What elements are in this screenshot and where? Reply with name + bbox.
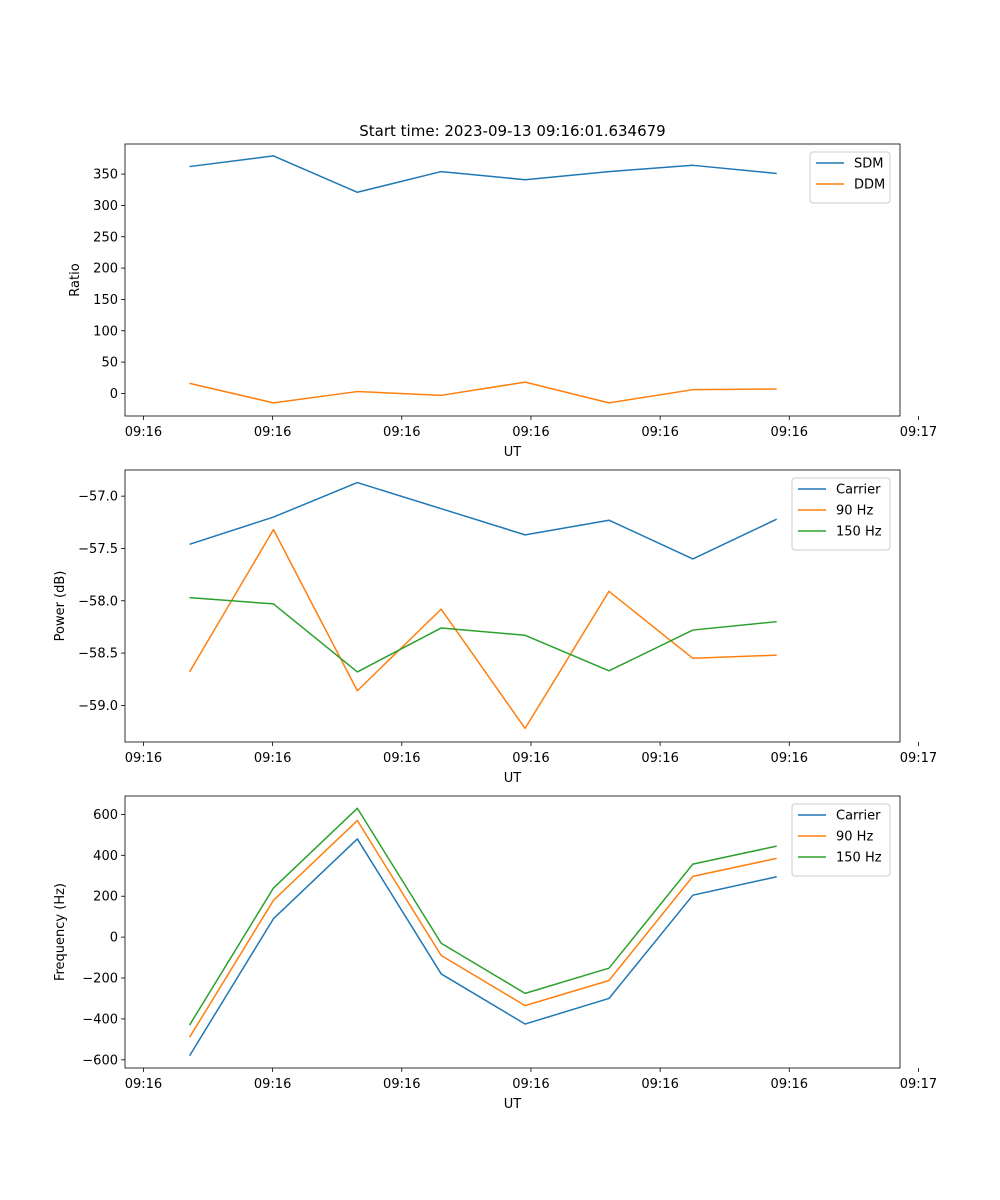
series-line-carrier (189, 481, 778, 560)
x-axis-label: UT (504, 771, 522, 786)
legend-box (791, 477, 891, 551)
x-tick-label: 09:16 (383, 425, 420, 440)
x-axis-label: UT (504, 1097, 522, 1112)
legend: SDM DDM (809, 151, 891, 204)
legend-box (809, 151, 891, 204)
series-line-90-hz (188, 528, 777, 730)
plot-frame (124, 143, 901, 417)
x-axis-label: UT (504, 445, 522, 460)
legend-box (791, 803, 891, 877)
x-tick-label: 09:16 (771, 1077, 808, 1092)
chart-panel-2: 09:16 09:16 09:16 09:16 09:16 09:16 09:17 −59.0… (53, 469, 937, 786)
y-tick-label: 0 (110, 931, 118, 946)
x-tick-label: 09:16 (383, 1077, 420, 1092)
x-tick-label: 09:17 (900, 1077, 937, 1092)
chart-panel-3: 09:16 09:16 09:16 09:16 09:16 09:16 09:17 −600 −… (53, 795, 937, 1112)
y-tick-label: −58.5 (78, 647, 118, 662)
series-line-150-hz (188, 807, 777, 1026)
x-tick-label: 09:16 (771, 425, 808, 440)
x-tick-label: 09:16 (641, 1077, 678, 1092)
y-axis-label: Ratio (68, 263, 83, 296)
x-tick-label: 09:16 (641, 425, 678, 440)
legend-label: 150 Hz (836, 525, 882, 540)
y-tick-label: −57.5 (78, 542, 118, 557)
legend-label: DDM (854, 178, 885, 193)
y-tick-label: 100 (93, 324, 118, 339)
y-axis-label: Frequency (Hz) (53, 883, 68, 981)
plot-frame (124, 469, 901, 743)
y-tick-label: 200 (93, 890, 118, 905)
series-line-150-hz (189, 596, 777, 673)
x-tick-label: 09:16 (383, 751, 420, 766)
x-tick-label: 09:16 (771, 751, 808, 766)
x-tick-label: 09:16 (125, 751, 162, 766)
y-tick-label: −58.0 (78, 594, 118, 609)
y-tick-label: 0 (110, 387, 118, 402)
x-tick-label: 09:16 (512, 751, 549, 766)
legend: Carrier 90 Hz 150 Hz (791, 477, 891, 551)
x-tick-label: 09:16 (254, 425, 291, 440)
x-tick-label: 09:16 (641, 751, 678, 766)
y-tick-label: −200 (82, 972, 118, 987)
y-tick-label: 400 (93, 849, 118, 864)
y-tick-label: 250 (93, 230, 118, 245)
y-tick-label: −57.0 (78, 490, 118, 505)
x-tick-label: 09:16 (512, 1077, 549, 1092)
legend-label: 90 Hz (836, 830, 873, 845)
legend-label: Carrier (836, 809, 881, 824)
series-line-sdm (189, 155, 777, 194)
x-tick-label: 09:17 (900, 425, 937, 440)
y-tick-label: 200 (93, 262, 118, 277)
y-tick-label: 300 (93, 199, 118, 214)
y-tick-label: −59.0 (78, 699, 118, 714)
legend-label: 150 Hz (836, 851, 882, 866)
y-tick-label: 150 (93, 293, 118, 308)
legend-label: 90 Hz (836, 504, 873, 519)
y-tick-label: 600 (93, 808, 118, 823)
x-tick-label: 09:17 (900, 751, 937, 766)
series-line-carrier (188, 838, 777, 1057)
y-axis-label: Power (dB) (53, 571, 68, 642)
y-tick-label: −600 (82, 1053, 118, 1068)
x-tick-label: 09:16 (125, 1077, 162, 1092)
y-tick-label: 350 (93, 168, 118, 183)
x-tick-label: 09:16 (254, 751, 291, 766)
series-line-ddm (189, 381, 777, 404)
x-tick-label: 09:16 (125, 425, 162, 440)
y-tick-label: 50 (101, 356, 118, 371)
plot-frame (124, 795, 901, 1069)
x-tick-label: 09:16 (512, 425, 549, 440)
legend: Carrier 90 Hz 150 Hz (791, 803, 891, 877)
legend-label: SDM (854, 157, 883, 172)
figure-title: Start time: 2023-09-13 09:16:01.634679 (359, 122, 665, 140)
legend-label: Carrier (836, 483, 881, 498)
y-tick-label: −400 (82, 1012, 118, 1027)
x-tick-label: 09:16 (254, 1077, 291, 1092)
series-line-90-hz (188, 819, 777, 1038)
chart-panel-1: 09:16 09:16 09:16 09:16 09:16 09:16 09:17 0 50 10… (68, 143, 937, 460)
